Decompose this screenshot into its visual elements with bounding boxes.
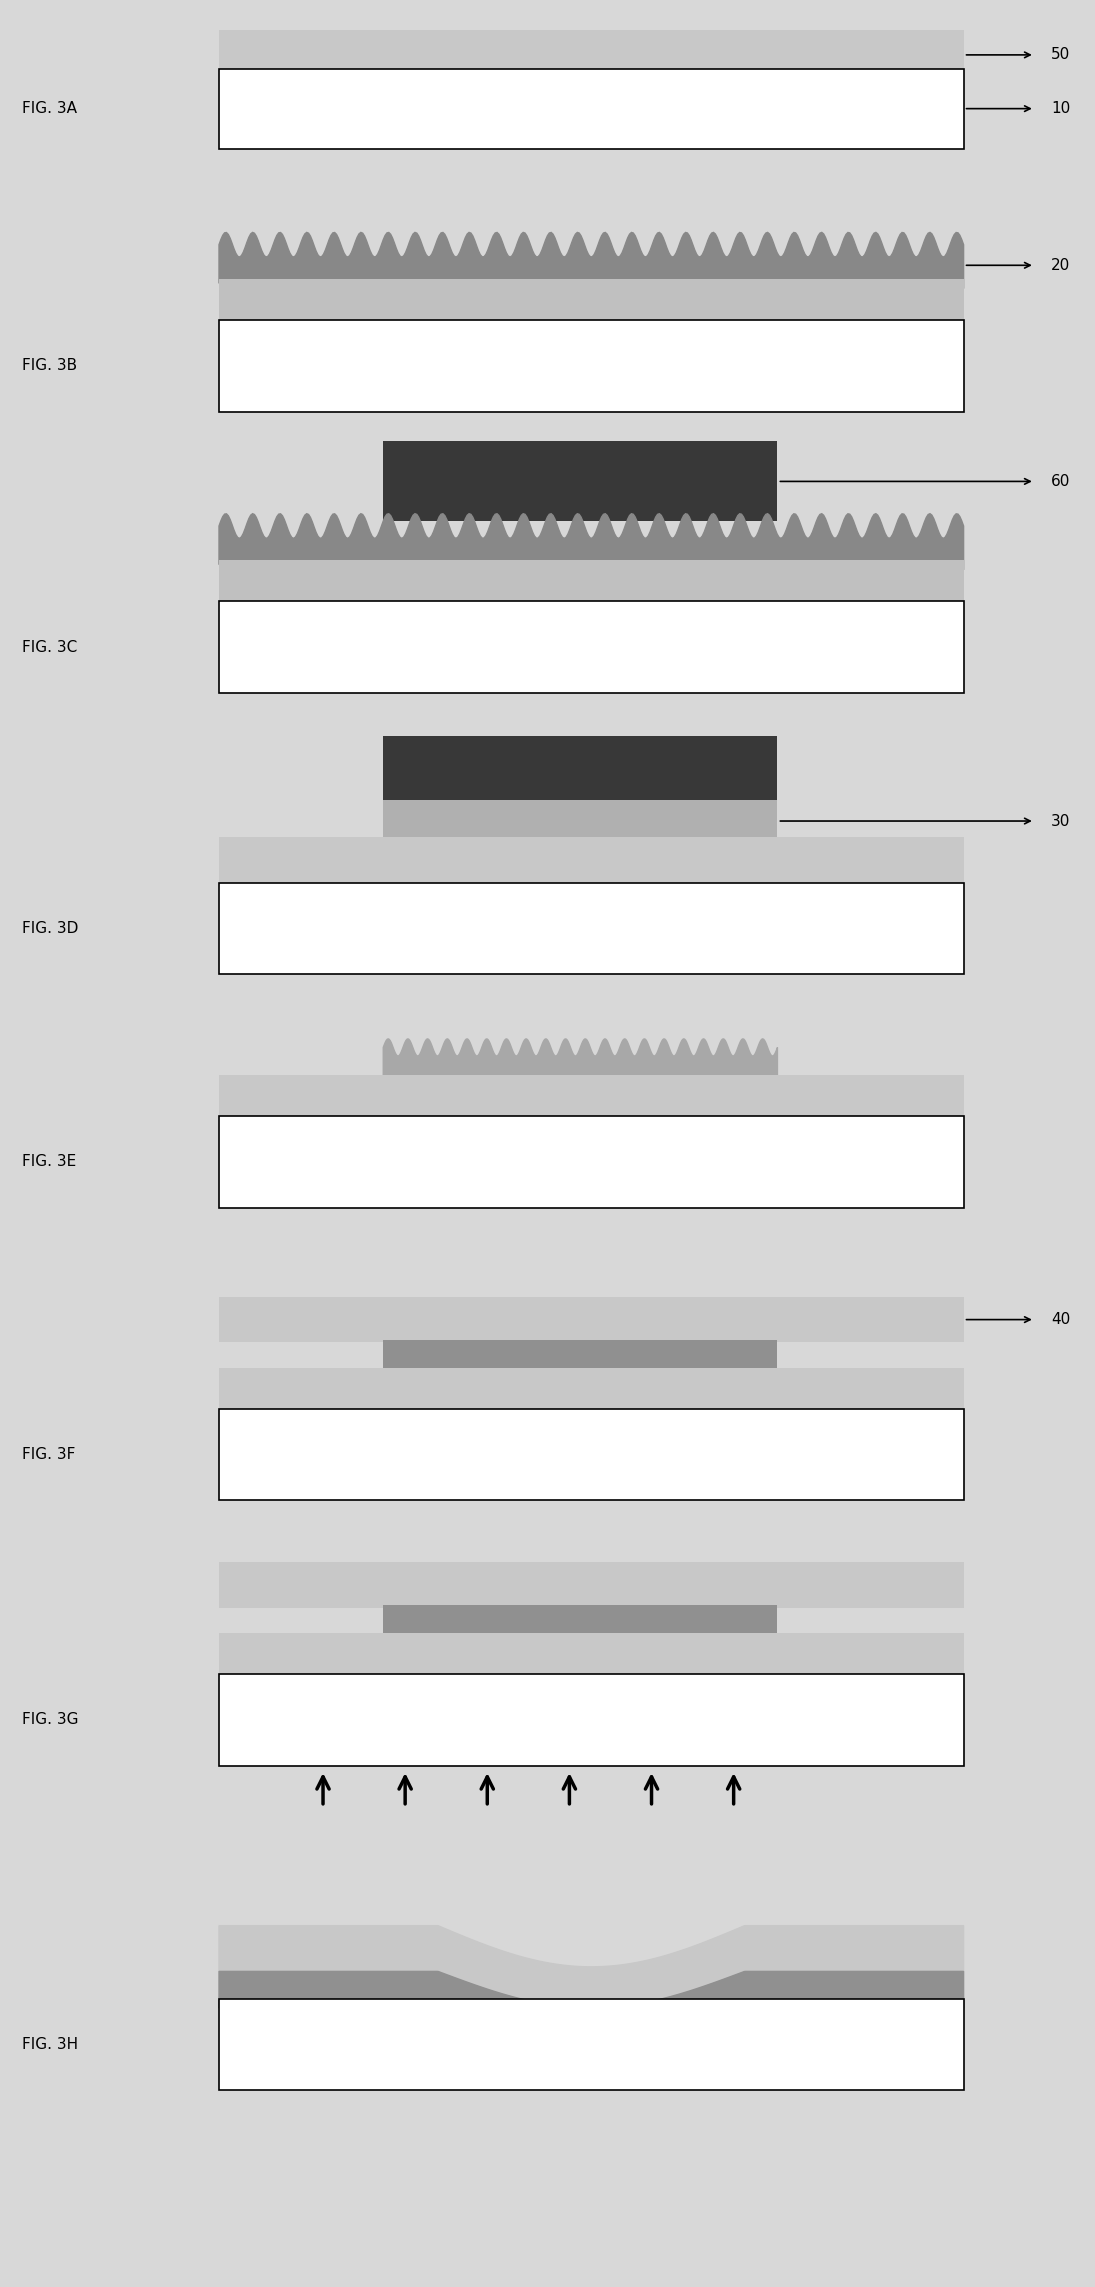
Bar — [219, 320, 964, 412]
Bar — [219, 1999, 964, 2090]
Bar — [219, 560, 964, 606]
Bar — [219, 1409, 964, 1500]
Bar — [219, 883, 964, 974]
Bar — [219, 1633, 964, 1679]
Bar — [383, 736, 777, 805]
Text: 60: 60 — [1051, 473, 1071, 489]
Polygon shape — [219, 233, 964, 290]
Bar — [383, 441, 777, 521]
Bar — [383, 1605, 777, 1640]
Bar — [219, 1075, 964, 1121]
Bar — [219, 69, 964, 149]
Bar — [219, 30, 964, 80]
Bar — [219, 1674, 964, 1766]
Bar — [219, 1368, 964, 1413]
Bar — [219, 837, 964, 887]
Text: FIG. 3B: FIG. 3B — [22, 359, 77, 373]
Bar — [383, 1340, 777, 1374]
Text: FIG. 3E: FIG. 3E — [22, 1155, 77, 1169]
Bar — [383, 800, 777, 842]
Text: 40: 40 — [1051, 1313, 1071, 1326]
Text: FIG. 3G: FIG. 3G — [22, 1713, 79, 1727]
Text: FIG. 3H: FIG. 3H — [22, 2038, 78, 2051]
Polygon shape — [219, 1971, 964, 2045]
Text: FIG. 3F: FIG. 3F — [22, 1448, 76, 1461]
Polygon shape — [219, 515, 964, 572]
Polygon shape — [219, 1926, 964, 2013]
Text: 20: 20 — [1051, 258, 1071, 272]
Bar — [219, 1562, 964, 1608]
Text: FIG. 3D: FIG. 3D — [22, 922, 78, 935]
Bar — [219, 279, 964, 325]
Polygon shape — [383, 1038, 777, 1084]
Bar — [219, 601, 964, 693]
Text: 10: 10 — [1051, 101, 1071, 117]
Bar — [219, 1297, 964, 1342]
Text: 30: 30 — [1051, 814, 1071, 828]
Text: 50: 50 — [1051, 48, 1071, 62]
Text: FIG. 3C: FIG. 3C — [22, 640, 77, 654]
Text: FIG. 3A: FIG. 3A — [22, 101, 77, 117]
Bar — [219, 1116, 964, 1208]
